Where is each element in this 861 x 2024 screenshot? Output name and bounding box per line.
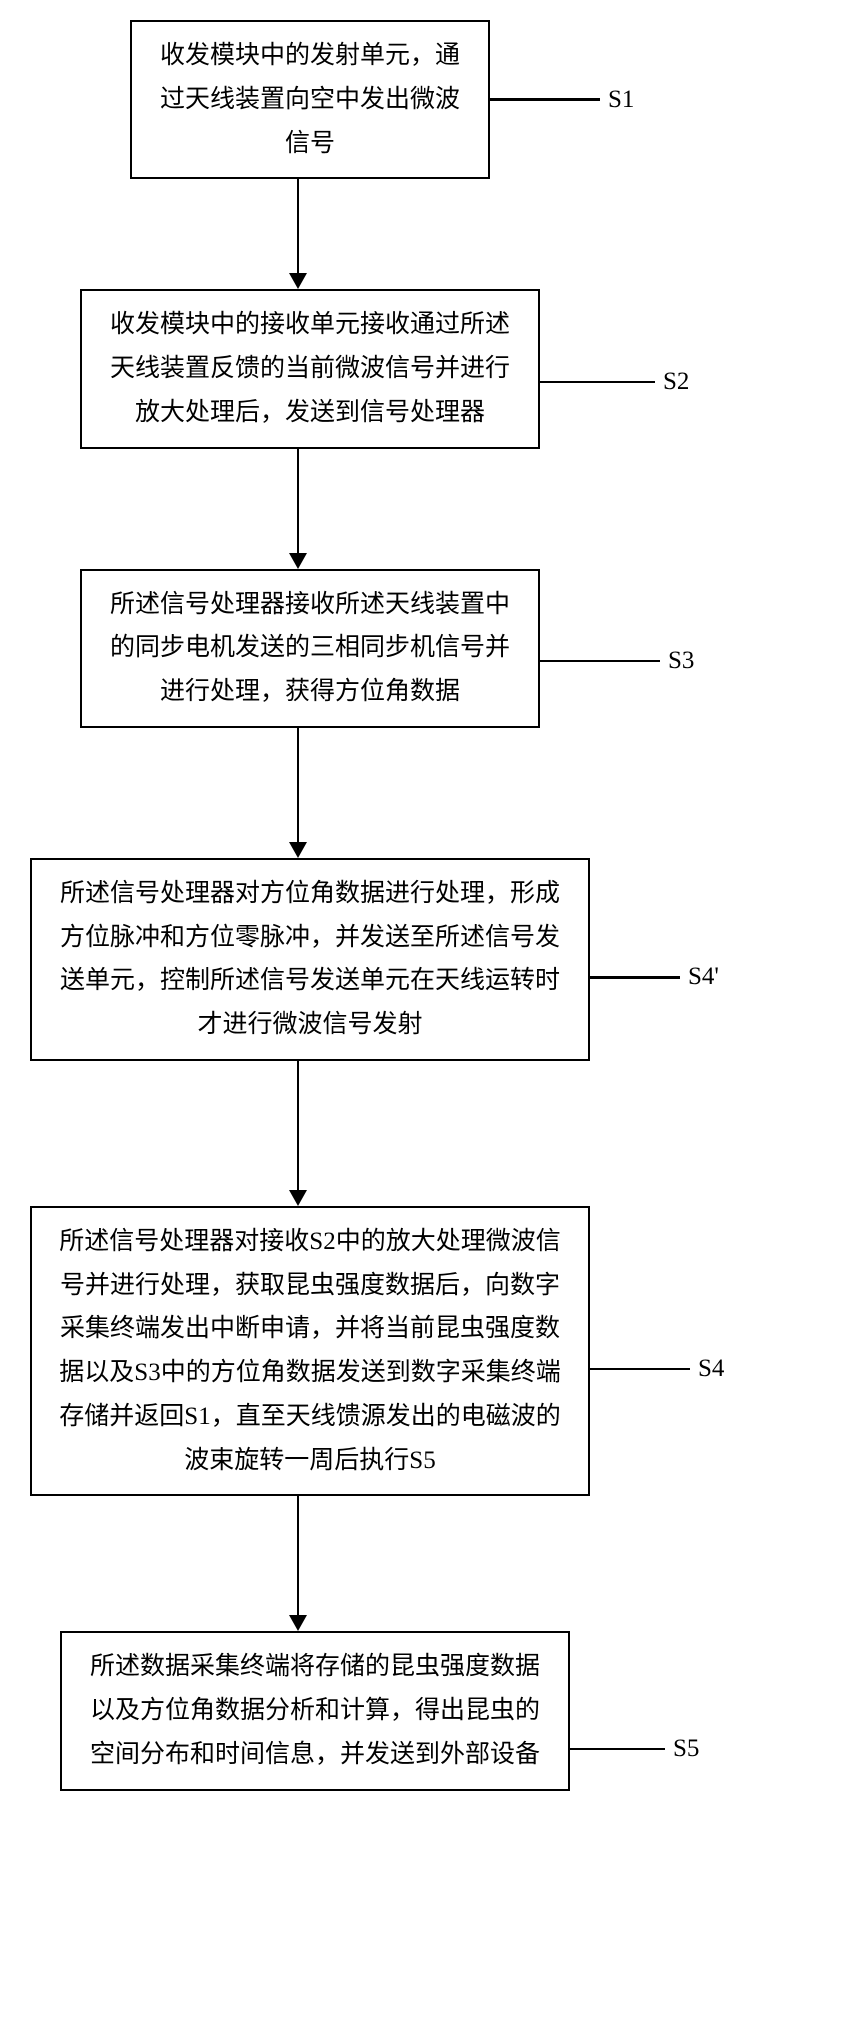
step-s1-text: 收发模块中的发射单元，通过天线装置向空中发出微波信号	[160, 42, 460, 157]
arrow-head-icon	[289, 273, 307, 289]
step-s4-text: 所述信号处理器对接收S2中的放大处理微波信号并进行处理，获取昆虫强度数据后，向数…	[59, 1228, 560, 1474]
flowchart-step-s5-row: 所述数据采集终端将存储的昆虫强度数据以及方位角数据分析和计算，得出昆虫的空间分布…	[80, 1631, 841, 1790]
arrow-s1-s2	[289, 179, 307, 289]
step-s4-label-area: S4	[590, 1224, 724, 1515]
step-s2-label-area: S2	[540, 302, 689, 461]
step-s3-label: S3	[668, 647, 694, 675]
flowchart-step-s3-box: 所述信号处理器接收所述天线装置中的同步电机发送的三相同步机信号并进行处理，获得方…	[80, 569, 540, 728]
flowchart-step-s1-box: 收发模块中的发射单元，通过天线装置向空中发出微波信号	[130, 20, 490, 179]
step-s3-label-area: S3	[540, 582, 694, 741]
arrow-s2-s3	[289, 449, 307, 569]
arrow-head-icon	[289, 553, 307, 569]
step-s4-connector	[590, 1368, 690, 1371]
flowchart-step-s2-box: 收发模块中的接收单元接收通过所述天线装置反馈的当前微波信号并进行放大处理后，发送…	[80, 289, 540, 448]
flowchart-step-s5-box: 所述数据采集终端将存储的昆虫强度数据以及方位角数据分析和计算，得出昆虫的空间分布…	[60, 1631, 570, 1790]
step-s2-label: S2	[663, 368, 689, 396]
arrow-head-icon	[289, 1615, 307, 1631]
step-s4p-connector	[590, 976, 680, 979]
arrow-head-icon	[289, 842, 307, 858]
flowchart-step-s1-row: 收发模块中的发射单元，通过天线装置向空中发出微波信号 S1	[80, 20, 841, 179]
flowchart-container: 收发模块中的发射单元，通过天线装置向空中发出微波信号 S1 收发模块中的接收单元…	[20, 20, 841, 1791]
step-s4-label: S4	[698, 1355, 724, 1383]
step-s4p-label-area: S4'	[590, 876, 719, 1079]
step-s3-text: 所述信号处理器接收所述天线装置中的同步电机发送的三相同步机信号并进行处理，获得方…	[110, 591, 510, 706]
arrow-line	[297, 1496, 300, 1616]
flowchart-step-s3-row: 所述信号处理器接收所述天线装置中的同步电机发送的三相同步机信号并进行处理，获得方…	[80, 569, 841, 728]
step-s2-connector	[540, 381, 655, 384]
step-s1-connector	[490, 98, 600, 101]
flowchart-step-s4-row: 所述信号处理器对接收S2中的放大处理微波信号并进行处理，获取昆虫强度数据后，向数…	[80, 1206, 841, 1497]
flowchart-step-s4p-box: 所述信号处理器对方位角数据进行处理，形成方位脉冲和方位零脉冲，并发送至所述信号发…	[30, 858, 590, 1061]
arrow-head-icon	[289, 1190, 307, 1206]
flowchart-step-s2-row: 收发模块中的接收单元接收通过所述天线装置反馈的当前微波信号并进行放大处理后，发送…	[80, 289, 841, 448]
step-s3-connector	[540, 660, 660, 663]
flowchart-step-s4p-row: 所述信号处理器对方位角数据进行处理，形成方位脉冲和方位零脉冲，并发送至所述信号发…	[80, 858, 841, 1061]
step-s1-label: S1	[608, 86, 634, 114]
arrow-s4p-s4	[289, 1061, 307, 1206]
step-s4p-label: S4'	[688, 963, 719, 991]
step-s5-text: 所述数据采集终端将存储的昆虫强度数据以及方位角数据分析和计算，得出昆虫的空间分布…	[90, 1653, 540, 1768]
arrow-line	[297, 1061, 300, 1191]
arrow-line	[297, 728, 300, 843]
flowchart-step-s4-box: 所述信号处理器对接收S2中的放大处理微波信号并进行处理，获取昆虫强度数据后，向数…	[30, 1206, 590, 1497]
arrow-s4-s5	[289, 1496, 307, 1631]
step-s5-connector	[570, 1748, 665, 1751]
step-s2-text: 收发模块中的接收单元接收通过所述天线装置反馈的当前微波信号并进行放大处理后，发送…	[110, 311, 510, 426]
step-s5-label-area: S5	[570, 1669, 699, 1828]
arrow-line	[297, 179, 300, 274]
step-s1-label-area: S1	[490, 20, 634, 179]
arrow-s3-s4p	[289, 728, 307, 858]
step-s5-label: S5	[673, 1735, 699, 1763]
arrow-line	[297, 449, 300, 554]
step-s4p-text: 所述信号处理器对方位角数据进行处理，形成方位脉冲和方位零脉冲，并发送至所述信号发…	[60, 880, 560, 1038]
